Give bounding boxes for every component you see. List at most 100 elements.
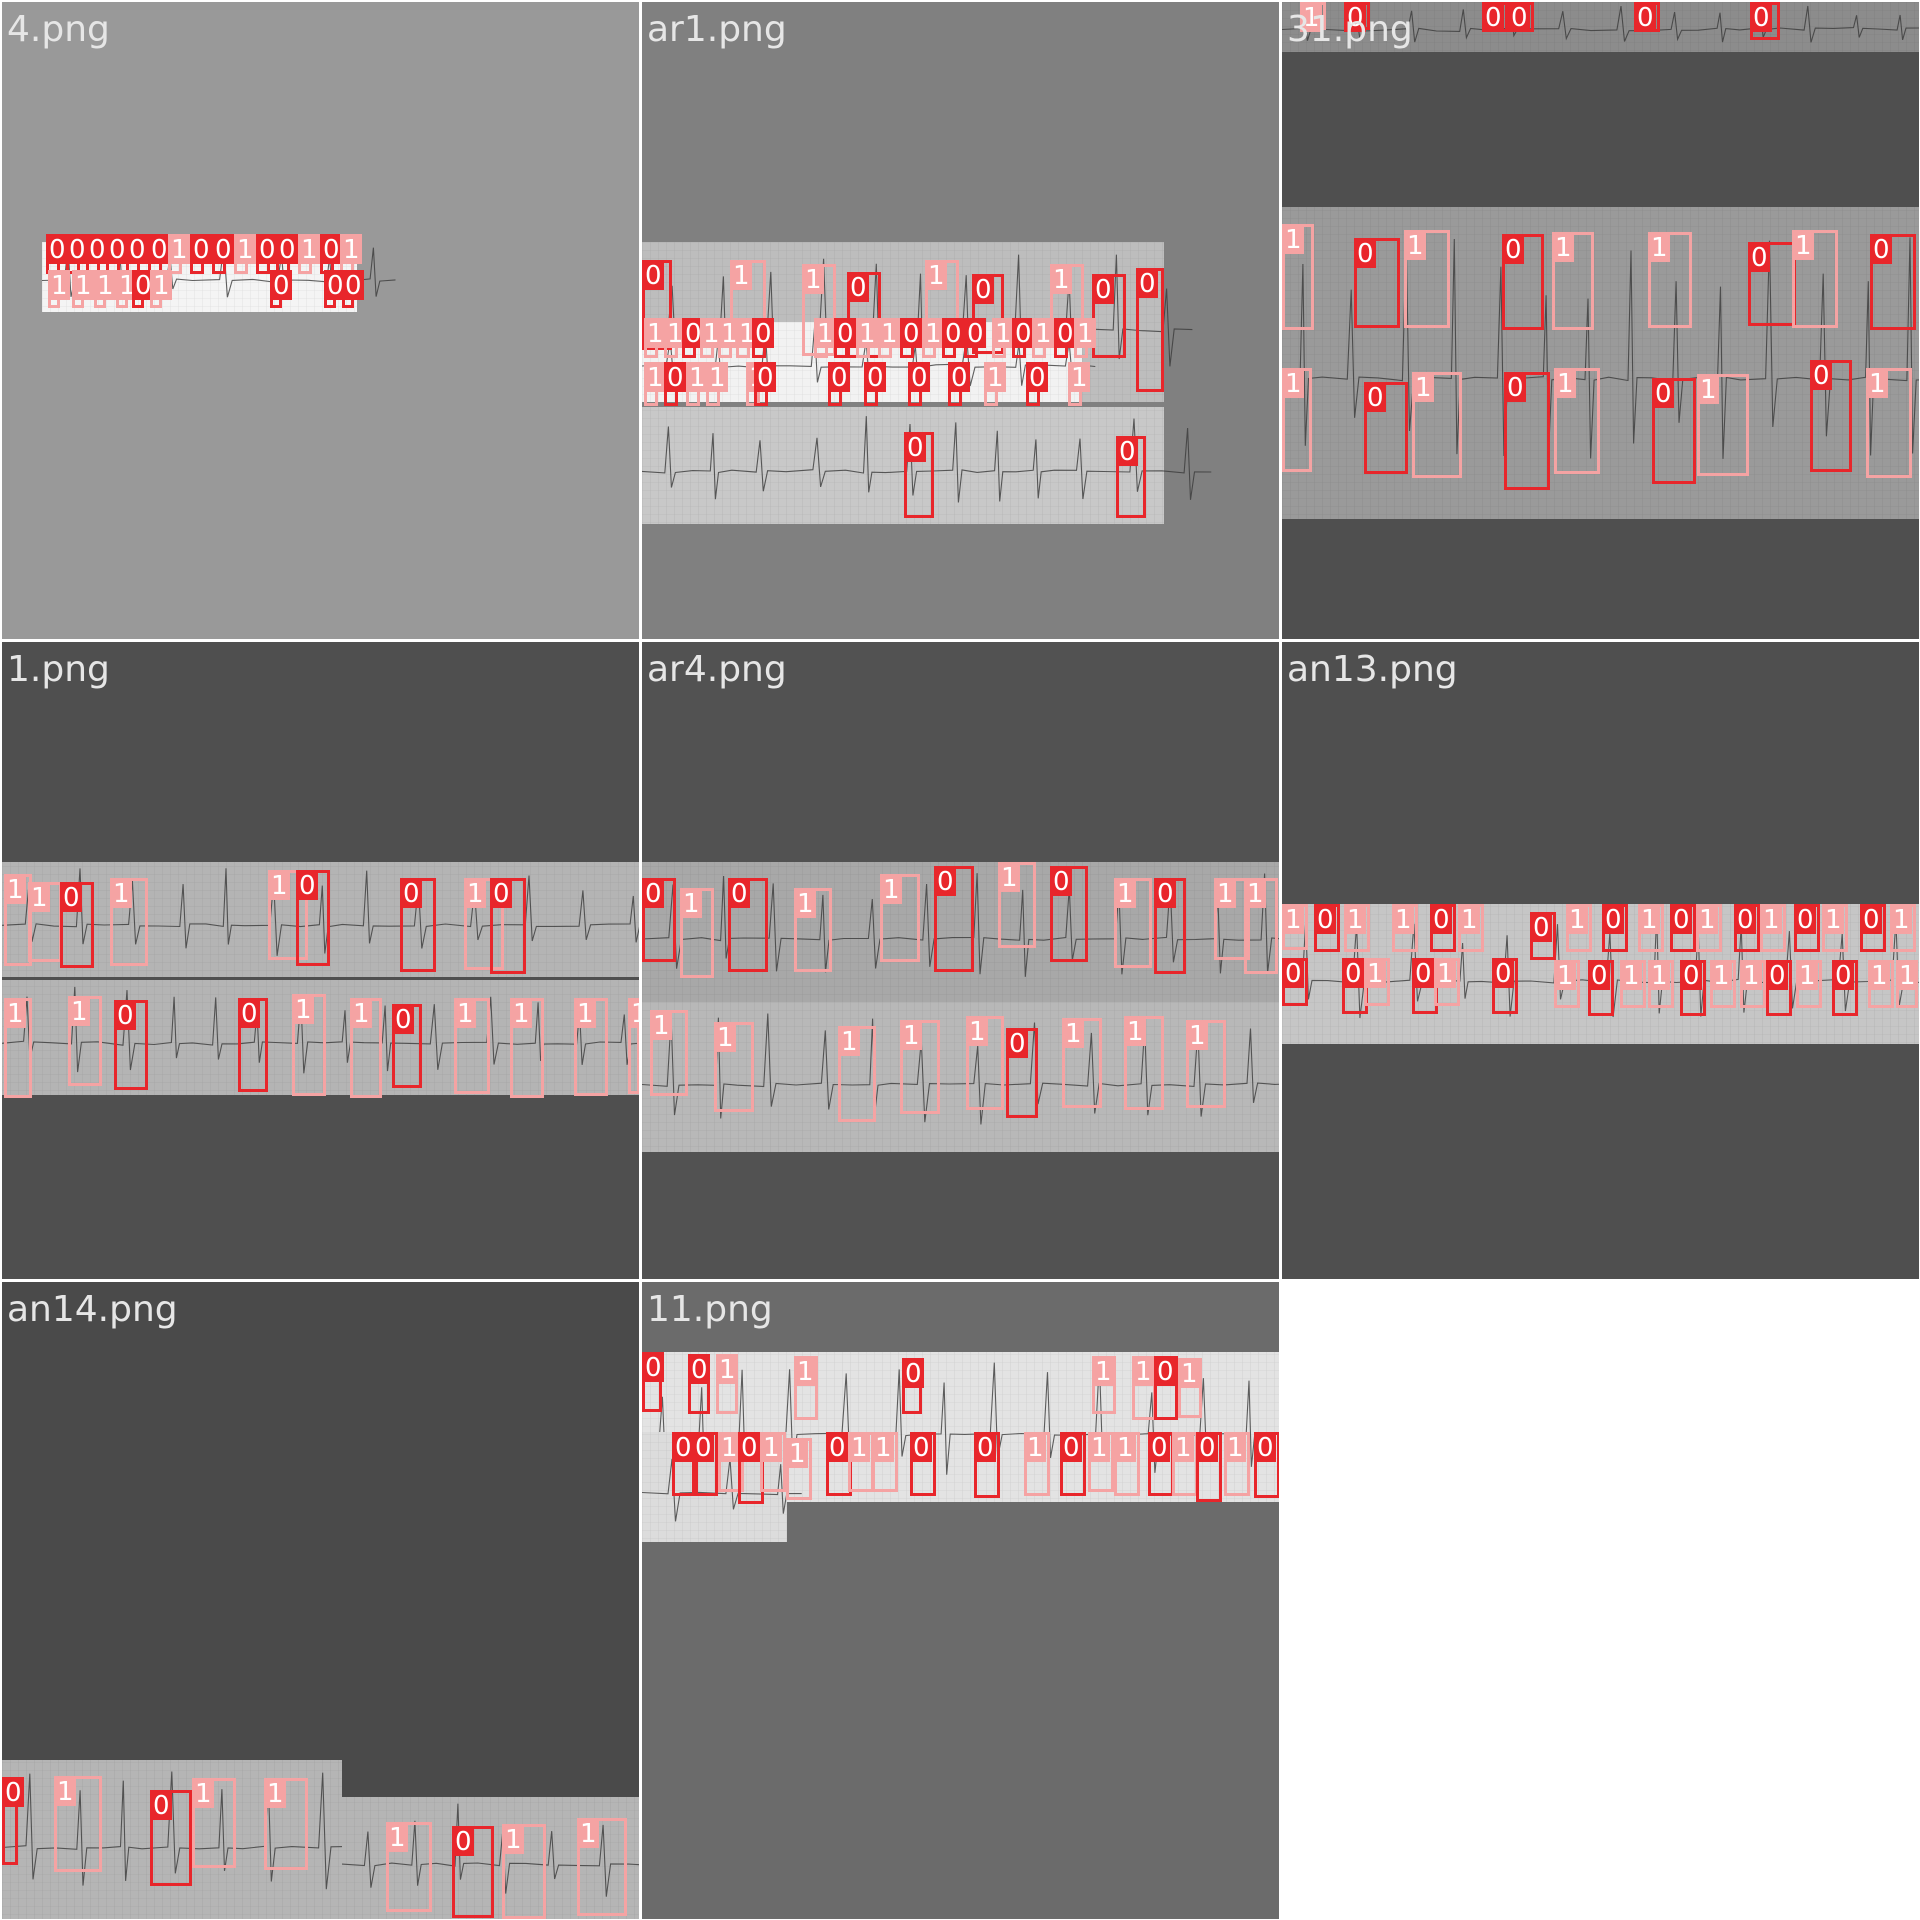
detection-box-class-1: 1 [577, 1818, 627, 1916]
detection-class-label: 1 [171, 235, 188, 265]
detection-class-label: 0 [493, 879, 510, 909]
detection-box-class-1: 1 [1760, 904, 1786, 952]
detection-class-label: 1 [647, 363, 664, 393]
detection-box-class-1: 1 [848, 1432, 874, 1492]
detection-class-label: 1 [271, 871, 288, 901]
detection-box-class-1: 1 [150, 270, 172, 308]
detection-class-label: 1 [1623, 961, 1640, 991]
detection-box-class-0: 0 [1026, 362, 1048, 406]
detection-class-label: 1 [689, 363, 706, 393]
detection-class-label: 1 [1189, 1021, 1206, 1051]
detection-class-label: 0 [241, 999, 258, 1029]
detection-class-label: 1 [653, 1011, 670, 1041]
detection-class-label: 1 [631, 999, 639, 1029]
detection-box-class-1: 1 [802, 264, 836, 356]
detection-box-class-1: 1 [1740, 960, 1766, 1008]
detection-box-class-0: 0 [672, 1432, 698, 1496]
detection-class-label: 0 [867, 363, 884, 393]
detection-class-label: 1 [717, 1023, 734, 1053]
detection-class-label: 0 [1863, 905, 1880, 935]
detection-class-label: 0 [905, 1359, 922, 1389]
detection-box-class-0: 0 [1588, 960, 1614, 1016]
detection-class-label: 1 [995, 319, 1012, 349]
detection-box-class-0: 0 [934, 866, 974, 972]
detection-box-class-1: 1 [1796, 960, 1822, 1008]
detection-class-label: 1 [1407, 231, 1424, 261]
detection-box-class-1: 1 [718, 318, 740, 358]
detection-class-label: 1 [859, 319, 876, 349]
detection-box-class-1: 1 [1412, 372, 1462, 478]
detection-class-label: 0 [1433, 905, 1450, 935]
detection-class-label: 0 [1357, 239, 1374, 269]
detection-box-class-0: 0 [682, 318, 704, 358]
detection-class-label: 0 [1347, 3, 1364, 33]
detection-box-class-0: 0 [256, 234, 278, 274]
detection-box-class-0: 0 [106, 234, 128, 274]
detection-class-label: 1 [883, 875, 900, 905]
detection-class-label: 1 [57, 1777, 74, 1807]
detection-box-class-1: 1 [292, 994, 326, 1096]
detection-box-class-0: 0 [1364, 382, 1408, 474]
detection-box-class-1: 1 [94, 270, 116, 308]
detection-box-class-1: 1 [925, 260, 959, 342]
detection-class-label: 1 [1285, 225, 1302, 255]
detection-class-label: 0 [1199, 1433, 1216, 1463]
detection-class-label: 0 [1317, 905, 1334, 935]
detection-class-label: 0 [755, 319, 772, 349]
detection-box-class-0: 0 [1870, 234, 1916, 330]
detection-class-label: 0 [1157, 1357, 1174, 1387]
detection-box-class-0: 0 [2, 1777, 24, 1865]
image-cell: 0 1 0 1 1 0 1 0 1 0 1 1 1 1 1 1 1 0 1 1 1 ar4.png [642, 642, 1279, 1279]
detection-box-class-0: 0 [1314, 904, 1340, 952]
image-cell: 0 0 1 1 0 1 1 0 1 0 0 1 0 1 1 0 1 1 0 0 1 0 1 1 0 1 0 1 0 11.png [642, 1282, 1279, 1919]
detection-box-class-1: 1 [1648, 232, 1692, 328]
detection-box-class-0: 0 [910, 1432, 936, 1496]
detection-box-class-0: 0 [1154, 878, 1186, 974]
detection-class-label: 1 [295, 995, 312, 1025]
detection-class-label: 1 [580, 1819, 597, 1849]
detection-class-label: 0 [345, 271, 362, 301]
detection-class-label: 0 [1813, 361, 1830, 391]
annotated-ecg-image: 0 0 1 1 0 1 1 0 10 0 1 0 1 1 0 1 1 0 0 1 0 1 1 0 1 0 1 0 [642, 1352, 1279, 1542]
detection-box-class-0: 0 [392, 1004, 422, 1088]
detection-class-label: 1 [1641, 905, 1658, 935]
detection-class-label: 1 [7, 999, 24, 1029]
detection-class-label: 0 [645, 1353, 662, 1383]
image-filename: an13.png [1287, 649, 1458, 690]
image-cell: 0110101001101110101101001010110111000001… [642, 2, 1279, 639]
detection-class-label: 1 [7, 875, 24, 905]
detection-box-class-0: 0 [1832, 960, 1858, 1016]
detection-class-label: 1 [1699, 905, 1716, 935]
detection-class-label: 1 [1035, 319, 1052, 349]
detection-box-class-1: 1 [1178, 1358, 1202, 1418]
detection-box-class-0: 0 [148, 234, 170, 274]
detection-box-class-1: 1 [1710, 960, 1736, 1008]
detection-box-class-1: 1 [716, 1354, 738, 1414]
detection-box-class-1: 1 [1068, 362, 1090, 406]
detection-class-label: 0 [109, 235, 126, 265]
detection-box-class-0: 0 [752, 318, 774, 358]
detection-box-class-1: 1 [1344, 904, 1370, 952]
detection-class-label: 0 [967, 319, 984, 349]
detection-class-label: 1 [797, 889, 814, 919]
detection-box-class-1: 1 [644, 362, 666, 406]
detection-class-label: 0 [1511, 3, 1528, 33]
detection-box-class-1: 1 [574, 998, 608, 1096]
detection-box-class-1: 1 [966, 1016, 1004, 1110]
detection-box-class-0: 0 [1154, 1356, 1178, 1420]
detection-box-class-1: 1 [386, 1822, 432, 1912]
detection-box-class-1: 1 [714, 1022, 754, 1112]
detection-class-label: 0 [1533, 913, 1550, 943]
detection-class-label: 1 [1095, 1357, 1112, 1387]
detection-box-class-0: 0 [270, 270, 292, 308]
detection-class-label: 0 [975, 275, 992, 305]
detection-box-class-1: 1 [1868, 960, 1894, 1008]
detection-box-class-1: 1 [1074, 318, 1096, 358]
detection-box-class-0: 0 [1504, 372, 1550, 490]
detection-class-label: 0 [695, 1433, 712, 1463]
detection-class-label: 0 [907, 433, 924, 463]
detection-box-class-0: 0 [490, 878, 526, 974]
detection-box-class-0: 0 [190, 234, 212, 274]
detection-class-label: 1 [1869, 369, 1886, 399]
detection-class-label: 0 [951, 363, 968, 393]
